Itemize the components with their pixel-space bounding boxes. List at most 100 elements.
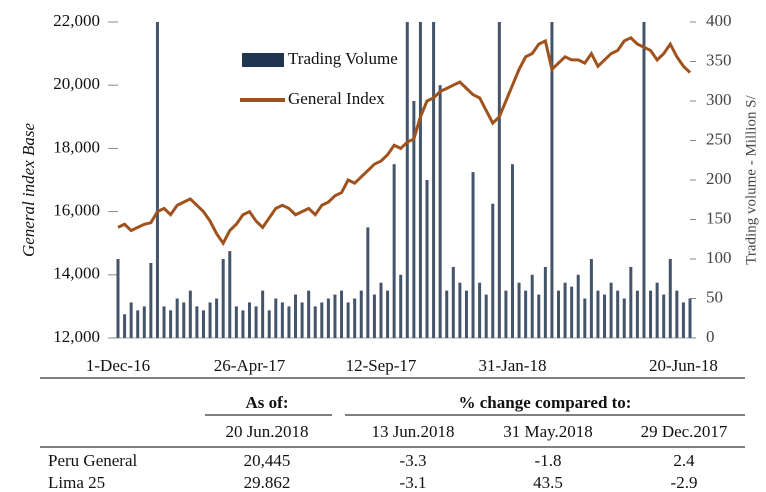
volume-bar	[543, 266, 547, 338]
volume-bar	[497, 22, 501, 338]
volume-bar	[300, 302, 304, 338]
table-cell: 20,445	[244, 451, 291, 470]
y2-tick-label: 100	[706, 248, 732, 267]
volume-bar	[320, 302, 324, 338]
y2-tick-label: 150	[706, 208, 732, 227]
volume-bar	[162, 306, 166, 338]
y-tick-label: 12,000	[53, 327, 100, 346]
x-tick-label: 26-Apr-17	[214, 356, 286, 375]
column-header: 29 Dec.2017	[641, 422, 728, 441]
volume-bar	[668, 259, 672, 338]
volume-bar	[458, 282, 462, 338]
y2-tick-label: 200	[706, 169, 732, 188]
y-tick-label: 20,000	[53, 74, 100, 93]
volume-bar	[379, 282, 383, 338]
volume-bar	[681, 302, 685, 338]
volume-bar	[557, 290, 561, 338]
volume-bar	[438, 85, 442, 338]
volume-bar	[563, 282, 567, 338]
volume-bar	[294, 294, 298, 338]
group-header: As of:	[246, 393, 289, 412]
volume-bar	[287, 306, 291, 338]
volume-bar	[478, 282, 482, 338]
volume-bar	[123, 314, 127, 338]
y-tick-label: 16,000	[53, 201, 100, 220]
y2-tick-label: 400	[706, 11, 732, 30]
volume-bar	[313, 306, 317, 338]
volume-bar	[589, 259, 593, 338]
volume-bar	[425, 180, 429, 338]
volume-bar	[484, 294, 488, 338]
volume-bar	[372, 294, 376, 338]
volume-bar	[622, 298, 626, 338]
x-tick-label: 20-Jun-18	[649, 356, 718, 375]
volume-bar	[169, 310, 173, 338]
volume-bar	[208, 302, 212, 338]
volume-bar	[155, 22, 159, 338]
volume-bar	[346, 302, 350, 338]
volume-bar	[642, 22, 646, 338]
y2-axis-label: Trading volume - Million S/	[743, 94, 759, 264]
volume-bar	[136, 310, 140, 338]
y-tick-label: 14,000	[53, 264, 100, 283]
volume-bar	[609, 282, 613, 338]
volume-bar	[524, 290, 528, 338]
volume-bar	[570, 286, 574, 338]
x-tick-label: 31-Jan-18	[478, 356, 546, 375]
y2-tick-label: 350	[706, 50, 732, 69]
volume-bar	[649, 290, 653, 338]
volume-bar	[261, 290, 265, 338]
volume-bar	[603, 294, 607, 338]
y-tick-label: 22,000	[53, 11, 100, 30]
volume-bar	[464, 290, 468, 338]
volume-bar	[366, 227, 370, 338]
volume-bar	[307, 290, 311, 338]
volume-bar	[405, 22, 409, 338]
y2-tick-label: 300	[706, 90, 732, 109]
volume-bar	[221, 259, 225, 338]
volume-bar	[418, 22, 422, 338]
volume-bar	[445, 290, 449, 338]
volume-bar	[399, 274, 403, 338]
volume-bar	[675, 290, 679, 338]
volume-bar	[471, 172, 475, 338]
volume-bar	[201, 310, 205, 338]
volume-bar	[359, 290, 363, 338]
table-cell: 29.862	[244, 473, 291, 492]
volume-bar	[353, 298, 357, 338]
volume-bar	[629, 266, 633, 338]
volume-bar	[274, 298, 278, 338]
y-axis-label: General index Base	[19, 123, 38, 258]
volume-bar	[392, 164, 396, 338]
y2-tick-label: 50	[706, 287, 723, 306]
volume-bar	[688, 298, 692, 338]
y2-tick-label: 250	[706, 129, 732, 148]
index-line	[117, 35, 692, 247]
volume-bar	[491, 203, 495, 338]
volume-bar	[333, 294, 337, 338]
volume-bar	[182, 302, 186, 338]
volume-bar	[662, 294, 666, 338]
volume-bar	[576, 274, 580, 338]
table-cell: -1.8	[535, 451, 562, 470]
row-label: Lima 25	[48, 473, 105, 492]
volume-bar	[596, 290, 600, 338]
volume-bar	[175, 298, 179, 338]
y-tick-label: 18,000	[53, 137, 100, 156]
volume-bar	[510, 164, 514, 338]
volume-bar	[129, 302, 133, 338]
volume-bar	[280, 302, 284, 338]
volume-bar	[116, 259, 120, 338]
volume-bar	[432, 22, 436, 338]
volume-bar	[530, 274, 534, 338]
column-header: 13 Jun.2018	[371, 422, 454, 441]
table-cell: -3.1	[400, 473, 427, 492]
column-header: 31 May.2018	[503, 422, 593, 441]
group-header: % change compared to:	[459, 393, 632, 412]
volume-bar	[247, 302, 251, 338]
volume-bar	[583, 298, 587, 338]
volume-bar	[254, 306, 258, 338]
table-cell: -3.3	[400, 451, 427, 470]
volume-bar	[195, 306, 199, 338]
